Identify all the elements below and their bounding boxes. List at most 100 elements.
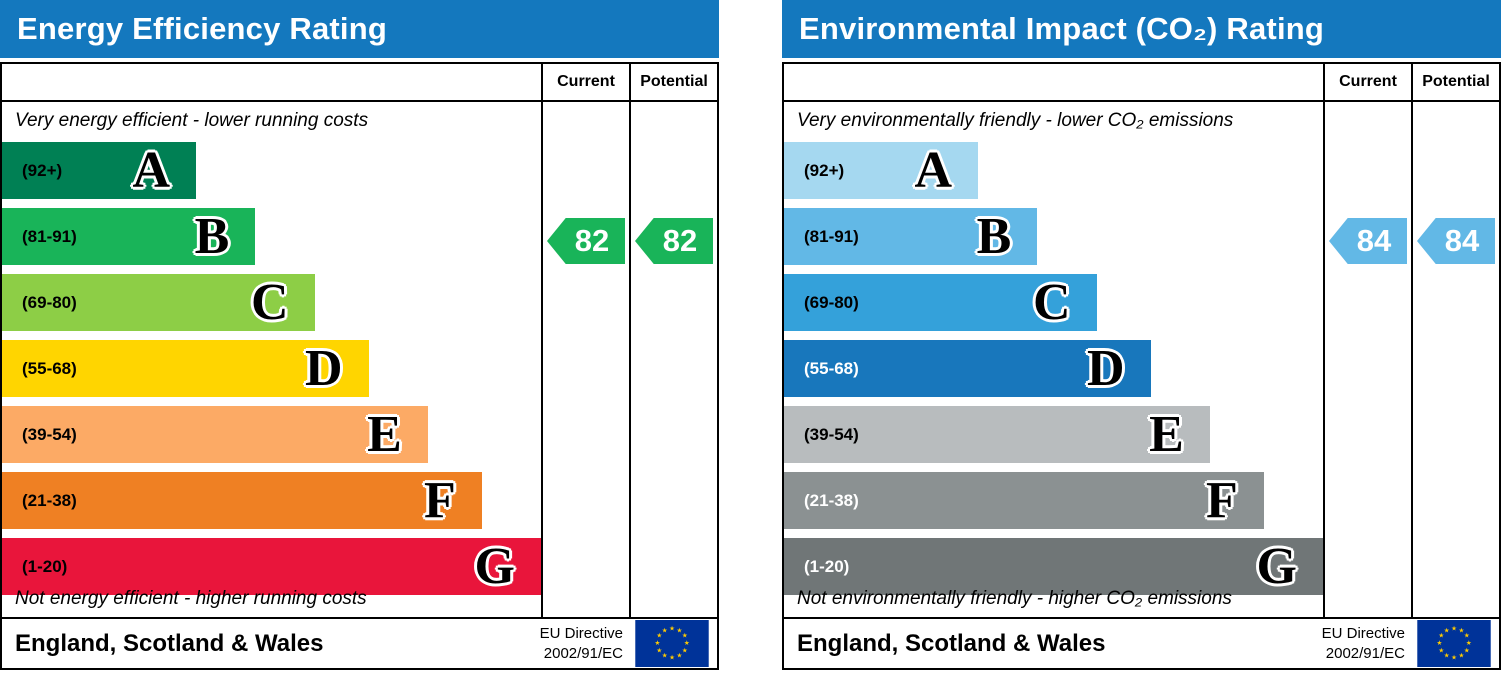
chart-body: Very environmentally friendly - lower CO… bbox=[784, 102, 1499, 617]
band-bar: (69-80) C bbox=[2, 274, 315, 331]
band-bar: (55-68) D bbox=[2, 340, 369, 397]
chart-body: Very energy efficient - lower running co… bbox=[2, 102, 717, 617]
svg-text:★: ★ bbox=[662, 653, 668, 660]
band-range: (92+) bbox=[804, 160, 845, 180]
svg-text:★: ★ bbox=[1444, 627, 1450, 634]
svg-text:★: ★ bbox=[1444, 653, 1450, 660]
svg-text:★: ★ bbox=[1436, 640, 1442, 647]
potential-column-header: Potential bbox=[1411, 64, 1499, 100]
band-range: (21-38) bbox=[22, 490, 77, 510]
current-column-header: Current bbox=[541, 64, 629, 100]
svg-text:★: ★ bbox=[1466, 640, 1472, 647]
bands: (92+) A (81-91) B (69-80 bbox=[2, 139, 541, 595]
potential-column: 82 bbox=[629, 102, 717, 617]
eu-flag-stars: ★ ★★★★★★★★★★★ bbox=[1436, 625, 1471, 661]
bands: (92+) A (81-91) B (69-80 bbox=[784, 139, 1323, 595]
chart-title-bar: Energy Efficiency Rating bbox=[0, 0, 719, 58]
column-header-row: Current Potential bbox=[2, 64, 717, 102]
band-bar: (21-38) F bbox=[2, 472, 482, 529]
band-row-d: (55-68) D bbox=[2, 340, 541, 403]
svg-text:★: ★ bbox=[1438, 633, 1444, 640]
band-range: (69-80) bbox=[804, 292, 859, 312]
potential-column: 84 bbox=[1411, 102, 1499, 617]
svg-text:★: ★ bbox=[1451, 655, 1457, 662]
svg-text:★: ★ bbox=[656, 633, 662, 640]
current-rating-arrow: 84 bbox=[1329, 218, 1407, 264]
bands-area: Very energy efficient - lower running co… bbox=[2, 102, 541, 617]
header-spacer bbox=[784, 64, 1323, 100]
band-letter: B bbox=[976, 207, 1012, 265]
potential-rating-arrow: 84 bbox=[1417, 218, 1495, 264]
band-row-e: (39-54) E bbox=[2, 406, 541, 469]
band-bar: (1-20) G bbox=[784, 538, 1323, 595]
svg-text:★: ★ bbox=[676, 627, 682, 634]
svg-text:★: ★ bbox=[684, 640, 690, 647]
band-row-a: (92+) A bbox=[2, 142, 541, 205]
band-range: (81-91) bbox=[804, 226, 859, 246]
band-row-c: (69-80) C bbox=[784, 274, 1323, 337]
band-letter: C bbox=[251, 273, 289, 331]
energy-efficiency-chart: Energy Efficiency Rating Current Potenti… bbox=[0, 0, 719, 670]
rating-table: Current Potential Very environmentally f… bbox=[782, 62, 1501, 670]
svg-text:★: ★ bbox=[669, 625, 675, 632]
eu-flag-icon: ★ ★★★★★★★★★★★ bbox=[635, 620, 709, 667]
band-bar: (69-80) C bbox=[784, 274, 1097, 331]
potential-rating-value: 82 bbox=[662, 223, 698, 258]
svg-text:★: ★ bbox=[1464, 647, 1470, 654]
band-row-d: (55-68) D bbox=[784, 340, 1323, 403]
band-range: (55-68) bbox=[804, 358, 859, 378]
band-row-b: (81-91) B bbox=[784, 208, 1323, 271]
potential-rating-arrow: 82 bbox=[635, 218, 713, 264]
band-range: (1-20) bbox=[22, 556, 68, 576]
eu-directive-line1: EU Directive bbox=[539, 625, 623, 642]
current-rating-value: 82 bbox=[574, 223, 610, 258]
svg-text:★: ★ bbox=[662, 627, 668, 634]
band-letter: D bbox=[1086, 339, 1125, 397]
bottom-caption: Not environmentally friendly - higher CO… bbox=[797, 587, 1232, 609]
band-letter: G bbox=[1256, 537, 1297, 595]
column-header-row: Current Potential bbox=[784, 64, 1499, 102]
band-bar: (39-54) E bbox=[784, 406, 1210, 463]
band-bar: (81-91) B bbox=[784, 207, 1038, 265]
band-bar: (21-38) F bbox=[784, 472, 1264, 529]
band-row-g: (1-20) G bbox=[2, 538, 541, 601]
band-row-e: (39-54) E bbox=[784, 406, 1323, 469]
band-bar: (81-91) B bbox=[2, 208, 256, 265]
band-range: (69-80) bbox=[22, 292, 77, 312]
potential-column-header: Potential bbox=[629, 64, 717, 100]
svg-text:★: ★ bbox=[1458, 653, 1464, 660]
band-bar: (1-20) G bbox=[2, 538, 541, 595]
environmental-impact-chart: Environmental Impact (CO₂) Rating Curren… bbox=[782, 0, 1501, 670]
chart-title: Environmental Impact (CO₂) Rating bbox=[799, 11, 1325, 46]
region-label: England, Scotland & Wales bbox=[797, 629, 1106, 657]
svg-text:★: ★ bbox=[1451, 625, 1457, 632]
band-row-a: (92+) A bbox=[784, 142, 1323, 205]
band-range: (39-54) bbox=[22, 424, 77, 444]
band-letter: D bbox=[304, 339, 343, 397]
band-letter: F bbox=[423, 471, 456, 529]
current-rating-arrow: 82 bbox=[547, 218, 625, 264]
eu-directive-label: EU Directive 2002/91/EC bbox=[540, 624, 623, 663]
rating-table: Current Potential Very energy efficient … bbox=[0, 62, 719, 670]
footer: England, Scotland & Wales EU Directive 2… bbox=[784, 617, 1499, 668]
band-row-f: (21-38) F bbox=[2, 472, 541, 535]
eu-flag-icon: ★ ★★★★★★★★★★★ bbox=[1417, 620, 1491, 667]
band-bar: (55-68) D bbox=[784, 340, 1151, 397]
header-spacer bbox=[2, 64, 541, 100]
svg-text:★: ★ bbox=[669, 655, 675, 662]
band-range: (21-38) bbox=[804, 490, 859, 510]
band-row-b: (81-91) B bbox=[2, 208, 541, 271]
band-letter: A bbox=[132, 141, 171, 199]
band-row-f: (21-38) F bbox=[784, 472, 1323, 535]
svg-text:★: ★ bbox=[654, 640, 660, 647]
band-letter: G bbox=[474, 537, 515, 595]
eu-directive-line2: 2002/91/EC bbox=[543, 644, 623, 662]
svg-text:★: ★ bbox=[1458, 627, 1464, 634]
eu-directive-line1: EU Directive bbox=[1321, 625, 1405, 642]
band-row-c: (69-80) C bbox=[2, 274, 541, 337]
eu-directive-label: EU Directive 2002/91/EC bbox=[1322, 624, 1405, 663]
bands-area: Very environmentally friendly - lower CO… bbox=[784, 102, 1323, 617]
chart-title: Energy Efficiency Rating bbox=[17, 11, 388, 46]
band-range: (39-54) bbox=[804, 424, 859, 444]
